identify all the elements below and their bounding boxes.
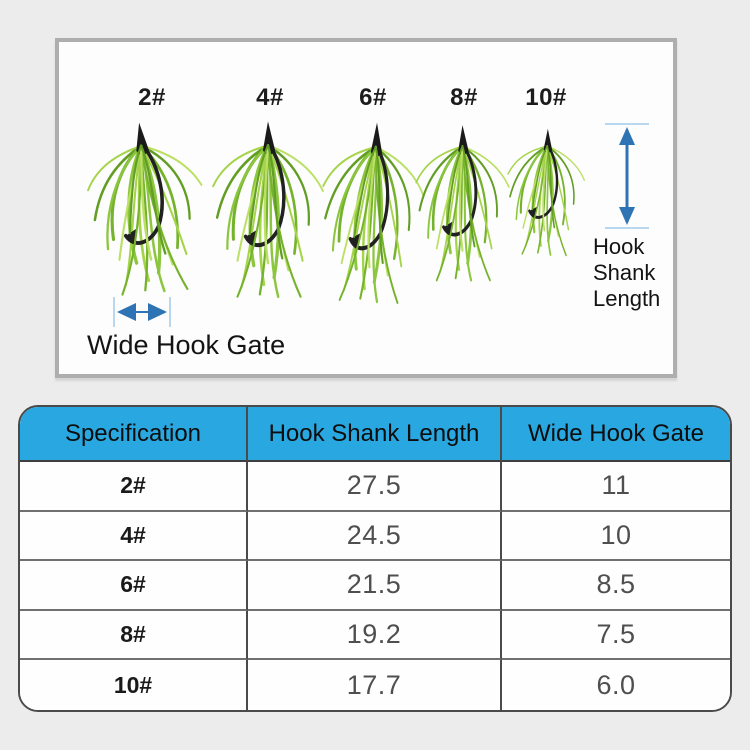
shank-length-cell: 27.5 [248, 462, 502, 512]
lure-size-label: 8# [450, 84, 478, 111]
lure-size-label: 6# [359, 84, 387, 111]
spec-cell: 10# [20, 660, 248, 710]
hook-gate-cell: 11 [502, 462, 730, 512]
hook-shank-length-dimension-arrow-icon [599, 123, 655, 229]
shank-length-cell: 21.5 [248, 561, 502, 611]
hook-gate-cell: 7.5 [502, 610, 730, 661]
spec-cell: 4# [20, 511, 248, 562]
dimension-cap-line [113, 297, 115, 327]
hook-gate-cell: 6.0 [502, 660, 730, 710]
hook-gate-cell: 8.5 [502, 561, 730, 611]
specification-table: Specification Hook Shank Length Wide Hoo… [18, 405, 732, 712]
table-header-hook-shank-length: Hook Shank Length [248, 407, 502, 462]
lure-size-label: 10# [525, 84, 567, 111]
wide-hook-gate-label: Wide Hook Gate [87, 330, 286, 360]
table-header-wide-hook-gate: Wide Hook Gate [502, 407, 730, 462]
spec-cell: 8# [20, 610, 248, 661]
shank-length-cell: 19.2 [248, 610, 502, 661]
spec-cell: 6# [20, 561, 248, 611]
feather-jig-photo [501, 125, 591, 267]
feather-jig-photo [207, 119, 329, 311]
lure-size-label: 4# [256, 84, 284, 111]
hook-shank-length-label: Hook Shank Length [593, 234, 661, 311]
dimension-cap-line [605, 227, 649, 229]
shank-length-cell: 24.5 [248, 511, 502, 562]
dimension-cap-line [169, 297, 171, 327]
lure-size-label: 2# [138, 84, 166, 111]
table-header-specification: Specification [20, 407, 248, 462]
double-headed-vertical-arrow-icon [619, 127, 635, 225]
double-headed-horizontal-arrow-icon [117, 303, 167, 321]
dimension-cap-line [605, 123, 649, 125]
product-photo-panel: 2# 4# 6# 8# 10# Hook Shank Length Wi [55, 38, 677, 378]
feather-jig-photo [76, 115, 218, 311]
wide-hook-gate-dimension-arrow-icon [109, 295, 175, 329]
shank-length-cell: 17.7 [248, 660, 502, 710]
hook-gate-cell: 10 [502, 511, 730, 562]
feather-jig-photo [411, 123, 514, 293]
spec-cell: 2# [20, 462, 248, 512]
